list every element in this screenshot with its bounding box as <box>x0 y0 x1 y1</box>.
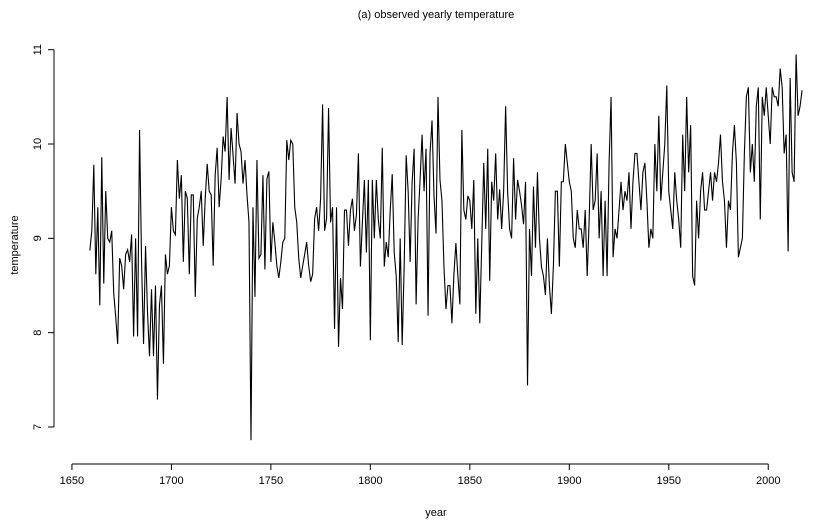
y-tick-label: 11 <box>32 44 44 55</box>
x-tick-label: 1900 <box>557 475 581 487</box>
x-tick-label: 1800 <box>358 475 382 487</box>
x-tick-label: 1700 <box>159 475 183 487</box>
x-tick-label: 1750 <box>259 475 283 487</box>
y-tick-label: 9 <box>32 235 44 241</box>
y-tick-label: 7 <box>32 424 44 430</box>
y-tick-label: 8 <box>32 330 44 336</box>
x-tick-label: 2000 <box>756 475 780 487</box>
x-tick-label: 1950 <box>657 475 681 487</box>
x-axis-label: year <box>425 507 447 519</box>
chart-title: (a) observed yearly temperature <box>358 9 515 21</box>
y-axis-label: temperature <box>9 215 21 274</box>
data-line <box>89 54 803 441</box>
y-tick-label: 10 <box>32 138 44 150</box>
x-tick-label: 1650 <box>60 475 84 487</box>
x-tick-label: 1850 <box>458 475 482 487</box>
